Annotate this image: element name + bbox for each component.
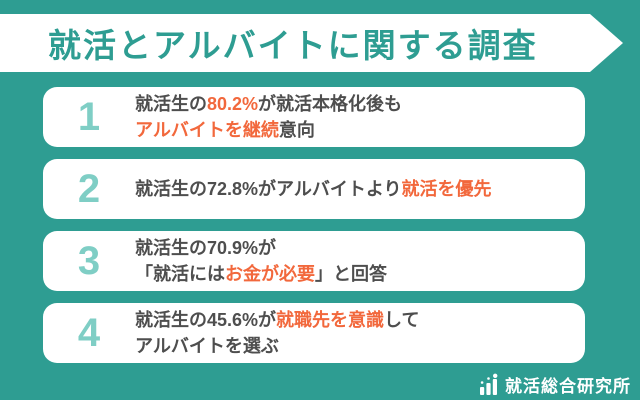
survey-finding-row: 3 就活生の70.9%が 「就活にはお金が必要」と回答 [43, 231, 585, 291]
text-segment: 「就活には [135, 264, 225, 284]
highlighted-text: お金が必要 [225, 264, 315, 284]
title-banner: 就活とアルバイトに関する調査 [0, 14, 623, 72]
finding-text: 就活生の70.9%が 「就活にはお金が必要」と回答 [135, 235, 585, 287]
finding-text-line: 就活生の80.2%が就活本格化後も [135, 91, 585, 117]
text-segment: アルバイトを選ぶ [135, 336, 279, 356]
text-segment: 就活生の72.8%がアルバイトより [135, 179, 402, 199]
finding-text: 就活生の80.2%が就活本格化後も アルバイトを継続意向 [135, 91, 585, 143]
highlighted-text: 就職先を意識 [276, 310, 385, 330]
finding-text-line: 就活生の45.6%が就職先を意識して [135, 307, 585, 333]
highlighted-text: アルバイトを継続 [135, 120, 279, 140]
highlighted-text: 80.2% [207, 94, 259, 114]
survey-finding-row: 1 就活生の80.2%が就活本格化後も アルバイトを継続意向 [43, 87, 585, 147]
brand-footer: 就活総合研究所 [477, 372, 631, 397]
text-segment: が就活本格化後も [258, 94, 403, 114]
survey-finding-row: 4 就活生の45.6%が就職先を意識してアルバイトを選ぶ [43, 303, 585, 363]
text-segment: 就活生の [135, 94, 207, 114]
text-segment: 」と回答 [315, 264, 387, 284]
finding-text-line: アルバイトを選ぶ [135, 333, 585, 359]
finding-number: 2 [77, 167, 101, 211]
brand-name: 就活総合研究所 [505, 377, 631, 396]
finding-number: 1 [77, 95, 101, 139]
text-segment: 就活生の70.9%が [135, 238, 277, 258]
finding-number: 4 [77, 311, 101, 355]
text-segment: して [384, 310, 420, 330]
survey-finding-row: 2 就活生の72.8%がアルバイトより就活を優先 [43, 159, 585, 219]
finding-text-line: 就活生の70.9%が [135, 235, 585, 261]
survey-findings-list: 1 就活生の80.2%が就活本格化後も アルバイトを継続意向 2 就活生の72.8… [43, 87, 585, 363]
page-title: 就活とアルバイトに関する調査 [48, 27, 538, 64]
finding-text-line: アルバイトを継続意向 [135, 117, 585, 143]
finding-text-line: 「就活にはお金が必要」と回答 [135, 261, 585, 287]
finding-text-line: 就活生の72.8%がアルバイトより就活を優先 [135, 176, 585, 202]
finding-text: 就活生の72.8%がアルバイトより就活を優先 [135, 176, 585, 202]
finding-number: 3 [77, 239, 101, 283]
text-segment: 就活生の45.6%が [135, 310, 277, 330]
finding-text: 就活生の45.6%が就職先を意識してアルバイトを選ぶ [135, 307, 585, 359]
bar-chart-icon [477, 373, 500, 396]
highlighted-text: 就活を優先 [401, 179, 492, 199]
text-segment: 意向 [278, 120, 315, 140]
